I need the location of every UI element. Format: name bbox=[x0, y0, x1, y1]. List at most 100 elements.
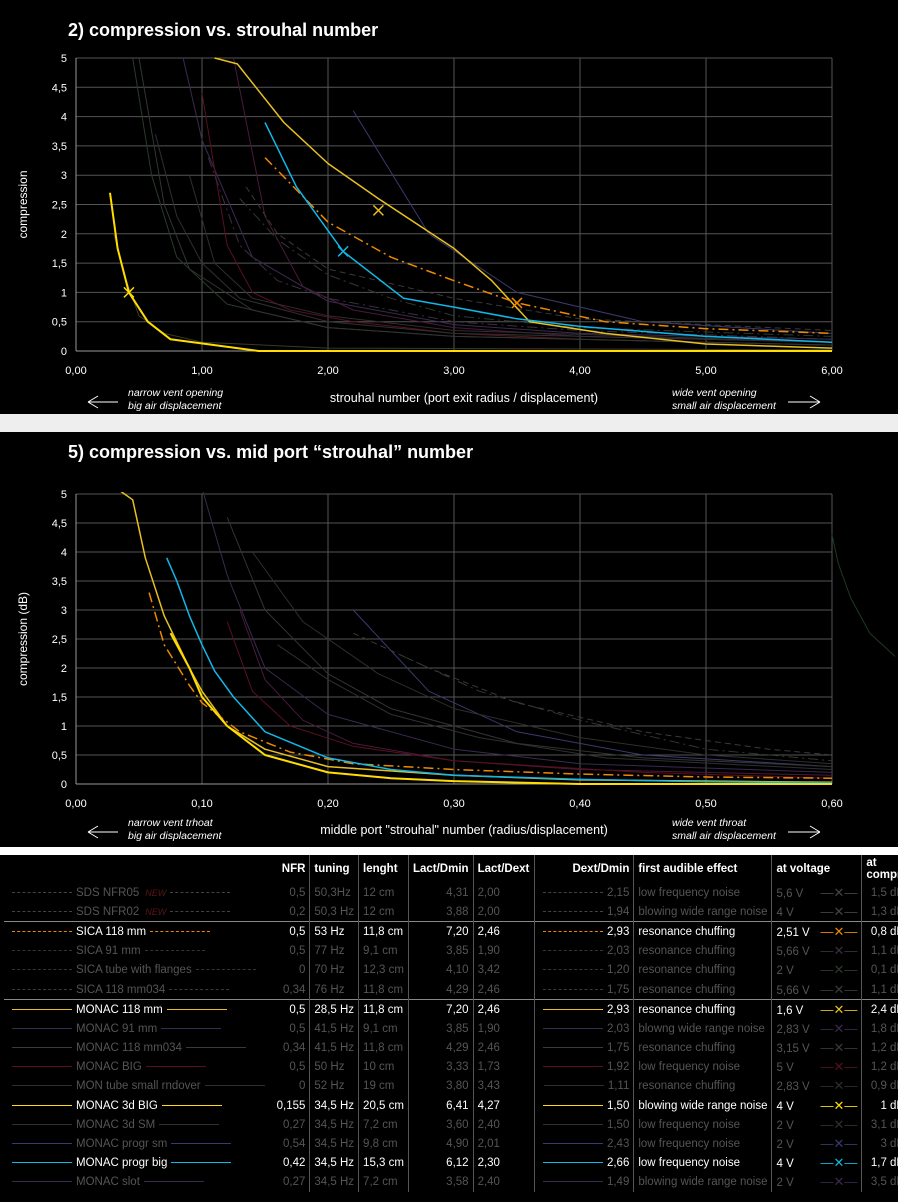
series-line bbox=[352, 609, 833, 768]
voltage-cell: 2,83 V —✕— bbox=[771, 1076, 862, 1097]
dext-dmin-cell: 2,15 bbox=[533, 883, 634, 903]
col-header-lact-dmin: Lact/Dmin bbox=[407, 855, 474, 883]
dext-dmin-value: 1,75 bbox=[606, 1042, 630, 1055]
line-swatch bbox=[143, 1181, 204, 1183]
lact-dmin-value: 4,31 bbox=[407, 883, 474, 903]
effect-value: resonance chuffing bbox=[633, 999, 772, 1020]
series-name: MONAC 3d SM bbox=[76, 1118, 156, 1131]
col-header-dext-dmin: Dext/Dmin bbox=[533, 855, 634, 883]
marker-icon: —✕— bbox=[820, 1136, 858, 1152]
voltage-value: 3,15 V bbox=[776, 1043, 810, 1056]
effect-value: resonance chuffing bbox=[633, 1038, 772, 1058]
voltage-value: 5,66 V bbox=[776, 946, 810, 959]
line-swatch bbox=[542, 988, 603, 991]
compr-value: 1,1 dB bbox=[861, 941, 898, 961]
series-name: MONAC 118 mm bbox=[76, 1003, 163, 1016]
note-left: big air displacement bbox=[128, 400, 222, 412]
y-tick-label: 5 bbox=[61, 53, 67, 65]
dext-dmin-value: 2,03 bbox=[606, 945, 630, 958]
dext-dmin-value: 2,15 bbox=[606, 886, 630, 899]
series-cell: MONAC progr big bbox=[4, 1154, 273, 1173]
tuning-value: 50,3Hz bbox=[309, 883, 359, 903]
lact-dext-value: 2,00 bbox=[472, 902, 535, 922]
y-tick-label: 1,5 bbox=[52, 692, 67, 704]
line-swatch bbox=[159, 1123, 220, 1126]
note-right: small air displacement bbox=[672, 400, 777, 412]
line-swatch bbox=[144, 950, 205, 952]
compr-value: 1,8 dB bbox=[861, 1019, 898, 1039]
lact-dmin-value: 4,90 bbox=[407, 1134, 474, 1154]
tuning-value: 50 Hz bbox=[309, 1057, 359, 1077]
legend-row: SICA tube with flanges 0 70 Hz 12,3 cm 4,10 3… bbox=[4, 960, 898, 980]
length-value: 12,3 cm bbox=[358, 960, 409, 980]
dext-dmin-value: 2,93 bbox=[606, 1003, 630, 1016]
lact-dmin-value: 3,85 bbox=[407, 941, 474, 961]
x-tick-label: 0,20 bbox=[317, 798, 338, 810]
length-value: 19 cm bbox=[358, 1076, 409, 1097]
dext-dmin-value: 2,93 bbox=[606, 925, 630, 938]
lact-dext-value: 2,40 bbox=[472, 1115, 535, 1135]
legend-table: NFR tuning lenght Lact/Dmin Lact/Dext De… bbox=[4, 855, 898, 1192]
left-arrow-icon bbox=[87, 395, 118, 409]
effect-value: blowng wide range noise bbox=[633, 1019, 772, 1039]
voltage-value: 1,6 V bbox=[776, 1004, 804, 1017]
marker-icon: —✕— bbox=[820, 1078, 858, 1094]
y-tick-label: 2 bbox=[61, 229, 67, 241]
nfr-value: 0,5 bbox=[272, 921, 310, 942]
line-swatch bbox=[170, 910, 231, 913]
series-name: SDS NFR02 bbox=[76, 905, 140, 918]
note-right: small air displacement bbox=[672, 830, 777, 842]
lact-dext-value: 4,27 bbox=[472, 1096, 535, 1116]
series-line bbox=[403, 655, 833, 762]
dext-dmin-cell: 2,93 bbox=[533, 921, 634, 942]
series-cell: SICA 118 mm bbox=[4, 921, 273, 942]
lact-dext-value: 2,01 bbox=[472, 1134, 535, 1154]
voltage-cell: 3,15 V —✕— bbox=[771, 1038, 862, 1058]
series-cell: SDS NFR02 NEW bbox=[4, 902, 273, 922]
series-line bbox=[831, 534, 896, 657]
tuning-value: 52 Hz bbox=[309, 1076, 359, 1097]
y-tick-label: 1 bbox=[61, 287, 67, 299]
legend-row: MON tube small rndover 0 52 Hz 19 cm 3,80 3,4… bbox=[4, 1076, 898, 1097]
lact-dext-value: 1,90 bbox=[472, 1019, 535, 1039]
right-arrow-icon bbox=[788, 825, 821, 839]
voltage-value: 2 V bbox=[776, 1177, 794, 1190]
new-tag: NEW bbox=[145, 906, 167, 917]
voltage-value: 5 V bbox=[776, 1062, 794, 1075]
legend-row: SICA 91 mm 0,5 77 Hz 9,1 cm 3,85 1,90 2,03 reso… bbox=[4, 941, 898, 961]
voltage-value: 2,51 V bbox=[776, 926, 810, 939]
length-value: 11,8 cm bbox=[358, 979, 409, 1000]
series-line bbox=[245, 186, 833, 331]
series-line bbox=[226, 621, 833, 779]
length-value: 15,3 cm bbox=[358, 1153, 409, 1173]
x-tick-label: 0,10 bbox=[191, 798, 212, 810]
lact-dext-value: 2,46 bbox=[472, 979, 535, 1000]
tuning-value: 76 Hz bbox=[309, 979, 359, 1000]
lact-dext-value: 2,46 bbox=[472, 999, 535, 1020]
legend-row: SDS NFR02 NEW 0,2 50,3 Hz 12 cm 3,88 2,00 1,94 b… bbox=[4, 902, 898, 922]
tuning-value: 53 Hz bbox=[309, 921, 359, 942]
length-value: 12 cm bbox=[358, 902, 409, 922]
chart-panel-strouhal: 2) compression vs. strouhal number 0,00 1… bbox=[0, 0, 898, 414]
y-axis-label: compression bbox=[16, 170, 30, 238]
effect-value: resonance chuffing bbox=[633, 960, 772, 980]
line-swatch bbox=[12, 891, 72, 894]
x-tick-label: 3,00 bbox=[443, 365, 464, 377]
lact-dmin-value: 3,80 bbox=[407, 1076, 474, 1097]
line-swatch bbox=[12, 1104, 72, 1107]
y-tick-label: 3 bbox=[61, 170, 67, 182]
series-cell: MON tube small rndover bbox=[4, 1077, 273, 1096]
y-tick-label: 2 bbox=[61, 663, 67, 675]
series-name: SICA tube with flanges bbox=[76, 964, 192, 977]
line-swatch bbox=[12, 1123, 72, 1126]
legend-table-panel: NFR tuning lenght Lact/Dmin Lact/Dext De… bbox=[0, 855, 898, 1202]
dext-dmin-cell: 2,03 bbox=[533, 941, 634, 961]
series-name: SDS NFR05 bbox=[76, 886, 140, 899]
lact-dmin-value: 3,88 bbox=[407, 902, 474, 922]
nfr-value: 0,155 bbox=[276, 1099, 306, 1112]
marker-icon: —✕— bbox=[820, 923, 858, 939]
tuning-value: 41,5 Hz bbox=[309, 1038, 359, 1058]
x-tick-label: 5,00 bbox=[695, 365, 716, 377]
dext-dmin-value: 1,92 bbox=[606, 1061, 630, 1074]
marker-icon: —✕— bbox=[820, 1155, 858, 1171]
